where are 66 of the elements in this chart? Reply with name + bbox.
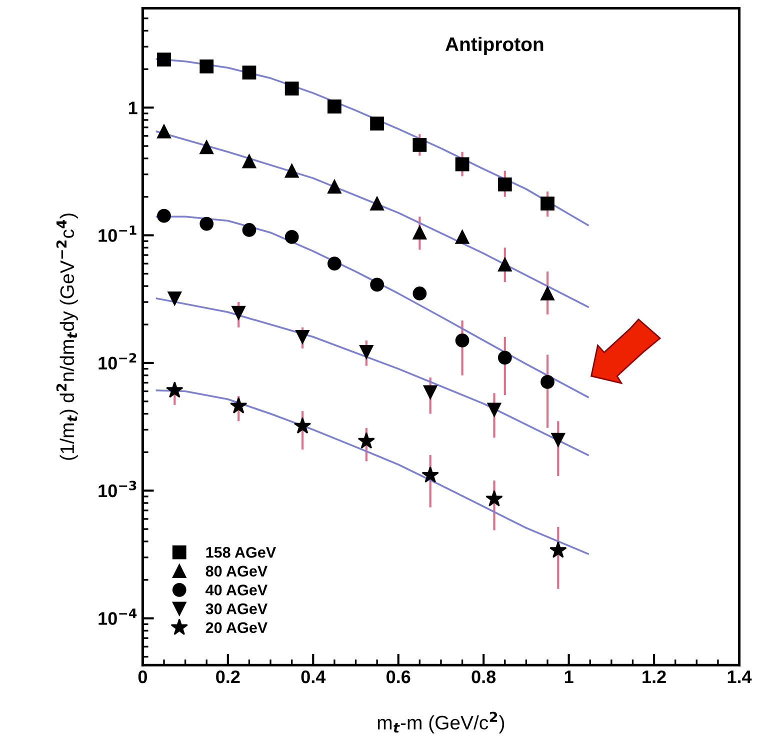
legend-label: 30 AGeV [206, 603, 268, 614]
point [157, 124, 171, 138]
x-axis-title: m$_{t}$-m (GeV/c$^{2}$) [378, 712, 504, 734]
x-tick-label: 1 [564, 670, 574, 684]
point [498, 258, 512, 272]
point [358, 432, 376, 449]
point [487, 402, 502, 417]
point [200, 140, 214, 154]
y-tick-label: 10$^{−1}$ [98, 226, 136, 242]
point [168, 292, 182, 306]
point [359, 344, 374, 359]
y-tick-label: 1 [128, 102, 138, 114]
legend-label: 40 AGeV [206, 584, 268, 596]
point [455, 230, 470, 244]
legend-label: 80 AGeV [206, 566, 268, 577]
x-tick-label: 1.2 [642, 670, 666, 684]
legend-label: 20 AGeV [206, 622, 268, 634]
point [412, 138, 427, 152]
y-tick-label: 10$^{−3}$ [98, 480, 136, 498]
y-tick-label: 10$^{−4}$ [98, 608, 137, 625]
x-tick-label: 0.2 [216, 670, 240, 684]
point [284, 82, 299, 96]
point [157, 52, 171, 66]
point [242, 154, 256, 168]
point [294, 417, 312, 434]
point [328, 180, 342, 194]
point [422, 466, 439, 483]
point [540, 196, 554, 211]
point [232, 306, 246, 320]
point [550, 541, 567, 558]
point [284, 164, 299, 178]
point [540, 286, 554, 300]
x-tick-label: 0.8 [472, 670, 496, 684]
point [284, 230, 299, 244]
point [423, 385, 438, 400]
point [166, 381, 184, 398]
point [370, 116, 384, 130]
point [328, 100, 342, 114]
x-tick-label: 0.6 [386, 670, 410, 684]
point [498, 178, 512, 192]
x-tick-label: 1.4 [728, 670, 752, 684]
y-tick-label: 10$^{−2}$ [98, 353, 136, 370]
point [157, 208, 171, 223]
point [296, 330, 310, 344]
point [540, 375, 554, 389]
x-tick-label: 0.4 [301, 670, 326, 684]
point [370, 196, 384, 211]
point [455, 334, 470, 348]
point [551, 432, 566, 447]
point [498, 350, 512, 365]
point [412, 286, 427, 300]
point [242, 66, 256, 80]
point [230, 396, 248, 414]
line-series [156, 298, 589, 456]
point [242, 223, 256, 237]
x-tick-label: 0 [138, 670, 147, 684]
text: (1/m$_{t}$) d$^{2}$n/dm$_{t}$dy (GeV$^{−2}$c$^{4}$) [56, 214, 78, 460]
point [486, 490, 503, 506]
legend-label: 158 AGeV [206, 546, 276, 558]
point [200, 216, 214, 231]
point [370, 278, 384, 292]
point [200, 60, 214, 74]
point [455, 157, 470, 172]
annotation: Antiproton [445, 36, 544, 55]
point [328, 256, 342, 271]
point [412, 226, 427, 240]
